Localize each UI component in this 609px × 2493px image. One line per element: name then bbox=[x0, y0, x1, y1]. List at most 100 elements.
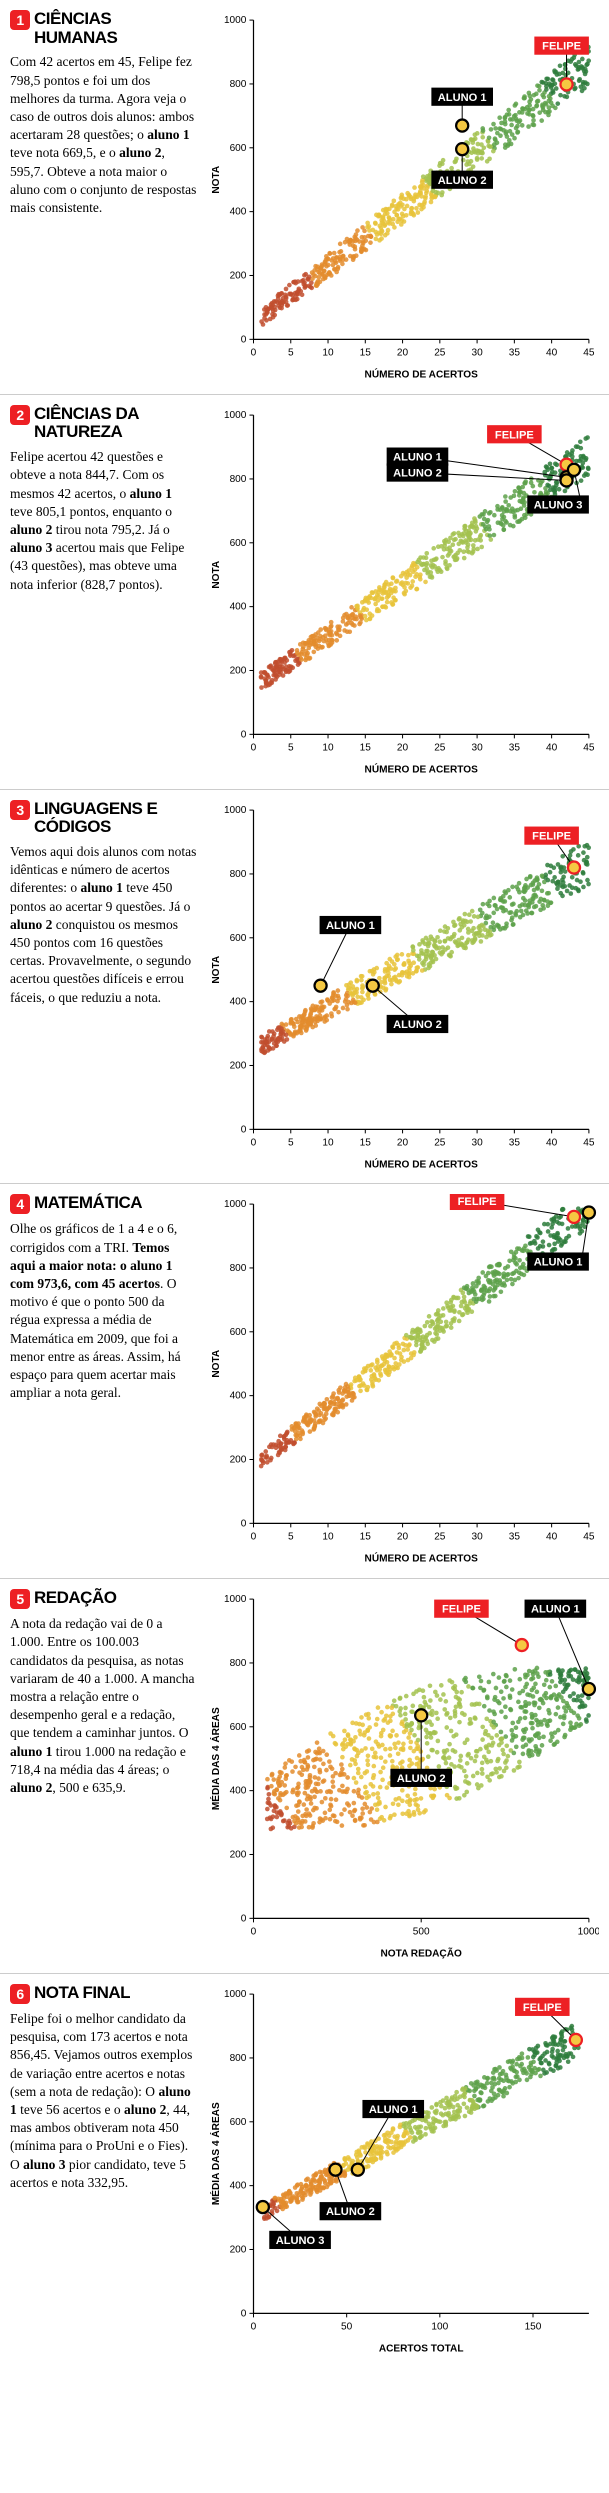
svg-text:0: 0 bbox=[241, 1519, 247, 1530]
section-1: 1 CIÊNCIAS HUMANAS Com 42 acertos em 45,… bbox=[0, 0, 609, 394]
section-title: 6 NOTA FINAL bbox=[10, 1984, 197, 2004]
svg-text:20: 20 bbox=[397, 1532, 409, 1543]
section-3: 3 LINGUAGENS E CÓDIGOS Vemos aqui dois a… bbox=[0, 789, 609, 1184]
svg-text:400: 400 bbox=[230, 601, 247, 612]
text-column: 5 REDAÇÃO A nota da redação vai de 0 a 1… bbox=[10, 1589, 205, 1963]
svg-text:400: 400 bbox=[230, 996, 247, 1007]
svg-text:45: 45 bbox=[583, 742, 595, 753]
svg-text:600: 600 bbox=[230, 1327, 247, 1338]
svg-text:5: 5 bbox=[288, 347, 294, 358]
svg-text:FELIPE: FELIPE bbox=[523, 2002, 562, 2014]
svg-text:35: 35 bbox=[509, 742, 521, 753]
svg-text:600: 600 bbox=[230, 1722, 247, 1733]
svg-text:150: 150 bbox=[525, 2321, 542, 2332]
scatter-chart: 02004006008001000051015202530354045NÚMER… bbox=[205, 800, 599, 1174]
section-number-badge: 4 bbox=[10, 1194, 30, 1214]
svg-text:0: 0 bbox=[251, 347, 257, 358]
svg-text:1000: 1000 bbox=[224, 1199, 247, 1210]
svg-text:5: 5 bbox=[288, 1532, 294, 1543]
svg-text:45: 45 bbox=[583, 1532, 595, 1543]
svg-text:25: 25 bbox=[434, 1137, 446, 1148]
svg-text:FELIPE: FELIPE bbox=[495, 429, 534, 441]
svg-text:40: 40 bbox=[546, 347, 558, 358]
svg-text:ALUNO 2: ALUNO 2 bbox=[326, 2206, 375, 2218]
text-column: 1 CIÊNCIAS HUMANAS Com 42 acertos em 45,… bbox=[10, 10, 205, 384]
text-column: 2 CIÊNCIAS DA NATUREZA Felipe acertou 42… bbox=[10, 405, 205, 779]
scatter-chart: 02004006008001000051015202530354045NÚMER… bbox=[205, 10, 599, 384]
svg-text:0: 0 bbox=[241, 2308, 247, 2319]
svg-text:0: 0 bbox=[241, 334, 247, 345]
svg-text:ALUNO 3: ALUNO 3 bbox=[276, 2235, 325, 2247]
svg-text:0: 0 bbox=[241, 729, 247, 740]
scatter-chart: 02004006008001000051015202530354045NÚMER… bbox=[205, 405, 599, 779]
svg-text:NÚMERO DE ACERTOS: NÚMERO DE ACERTOS bbox=[365, 763, 479, 776]
section-body: Vemos aqui dois alunos com notas idêntic… bbox=[10, 843, 197, 1007]
svg-text:200: 200 bbox=[230, 271, 247, 282]
svg-text:0: 0 bbox=[251, 1532, 257, 1543]
svg-text:1000: 1000 bbox=[224, 1594, 247, 1605]
text-column: 6 NOTA FINAL Felipe foi o melhor candida… bbox=[10, 1984, 205, 2358]
section-title: 5 REDAÇÃO bbox=[10, 1589, 197, 1609]
svg-text:FELIPE: FELIPE bbox=[542, 41, 581, 53]
section-2: 2 CIÊNCIAS DA NATUREZA Felipe acertou 42… bbox=[0, 394, 609, 789]
svg-text:10: 10 bbox=[322, 347, 334, 358]
svg-text:ALUNO 2: ALUNO 2 bbox=[397, 1773, 446, 1785]
section-title-text: CIÊNCIAS HUMANAS bbox=[34, 10, 197, 47]
svg-text:30: 30 bbox=[471, 1532, 483, 1543]
section-title-text: LINGUAGENS E CÓDIGOS bbox=[34, 800, 197, 837]
scatter-chart: 0200400600800100005001000NOTA REDAÇÃOMÉD… bbox=[205, 1589, 599, 1963]
chart-column: 0200400600800100005001000NOTA REDAÇÃOMÉD… bbox=[205, 1589, 599, 1963]
svg-text:800: 800 bbox=[230, 2053, 247, 2064]
svg-text:1000: 1000 bbox=[224, 15, 247, 26]
svg-text:600: 600 bbox=[230, 538, 247, 549]
svg-text:MÉDIA DAS 4 ÁREAS: MÉDIA DAS 4 ÁREAS bbox=[209, 2102, 222, 2205]
svg-text:25: 25 bbox=[434, 347, 446, 358]
svg-text:40: 40 bbox=[546, 1137, 558, 1148]
svg-text:5: 5 bbox=[288, 1137, 294, 1148]
svg-text:NÚMERO DE ACERTOS: NÚMERO DE ACERTOS bbox=[365, 1157, 479, 1170]
svg-text:ACERTOS TOTAL: ACERTOS TOTAL bbox=[379, 2344, 464, 2355]
svg-text:500: 500 bbox=[413, 1927, 430, 1938]
chart-column: 02004006008001000051015202530354045NÚMER… bbox=[205, 10, 599, 384]
svg-text:10: 10 bbox=[322, 1137, 334, 1148]
svg-text:30: 30 bbox=[471, 347, 483, 358]
svg-text:200: 200 bbox=[230, 1850, 247, 1861]
svg-text:0: 0 bbox=[251, 1927, 257, 1938]
svg-text:ALUNO 1: ALUNO 1 bbox=[438, 92, 487, 104]
svg-text:800: 800 bbox=[230, 79, 247, 90]
section-number-badge: 2 bbox=[10, 405, 30, 425]
section-title-text: CIÊNCIAS DA NATUREZA bbox=[34, 405, 197, 442]
infographic-root: 1 CIÊNCIAS HUMANAS Com 42 acertos em 45,… bbox=[0, 0, 609, 2368]
svg-text:NOTA: NOTA bbox=[211, 560, 222, 589]
svg-text:200: 200 bbox=[230, 1455, 247, 1466]
svg-text:200: 200 bbox=[230, 2244, 247, 2255]
svg-text:NOTA: NOTA bbox=[211, 1349, 222, 1378]
svg-text:1000: 1000 bbox=[578, 1927, 599, 1938]
svg-text:15: 15 bbox=[360, 1137, 372, 1148]
section-body: Felipe acertou 42 questões e obteve a no… bbox=[10, 448, 197, 594]
svg-text:0: 0 bbox=[251, 1137, 257, 1148]
svg-text:10: 10 bbox=[322, 1532, 334, 1543]
text-column: 4 MATEMÁTICA Olhe os gráficos de 1 a 4 e… bbox=[10, 1194, 205, 1568]
section-number-badge: 1 bbox=[10, 10, 30, 30]
section-title: 2 CIÊNCIAS DA NATUREZA bbox=[10, 405, 197, 442]
svg-text:400: 400 bbox=[230, 1786, 247, 1797]
svg-text:NOTA REDAÇÃO: NOTA REDAÇÃO bbox=[381, 1947, 462, 1960]
section-title: 4 MATEMÁTICA bbox=[10, 1194, 197, 1214]
svg-text:NÚMERO DE ACERTOS: NÚMERO DE ACERTOS bbox=[365, 1552, 479, 1565]
svg-text:NOTA: NOTA bbox=[211, 955, 222, 984]
section-body: Felipe foi o melhor candidato da pesquis… bbox=[10, 2010, 197, 2192]
svg-text:FELIPE: FELIPE bbox=[442, 1604, 481, 1616]
section-number-badge: 3 bbox=[10, 800, 30, 820]
section-body: A nota da redação vai de 0 a 1.000. Entr… bbox=[10, 1615, 197, 1797]
svg-text:20: 20 bbox=[397, 742, 409, 753]
svg-text:45: 45 bbox=[583, 347, 595, 358]
svg-text:ALUNO 3: ALUNO 3 bbox=[534, 499, 583, 511]
svg-text:100: 100 bbox=[431, 2321, 448, 2332]
svg-text:FELIPE: FELIPE bbox=[458, 1196, 497, 1208]
svg-text:NOTA: NOTA bbox=[211, 165, 222, 194]
svg-text:20: 20 bbox=[397, 1137, 409, 1148]
svg-text:600: 600 bbox=[230, 143, 247, 154]
section-title: 3 LINGUAGENS E CÓDIGOS bbox=[10, 800, 197, 837]
svg-text:ALUNO 1: ALUNO 1 bbox=[326, 920, 375, 932]
